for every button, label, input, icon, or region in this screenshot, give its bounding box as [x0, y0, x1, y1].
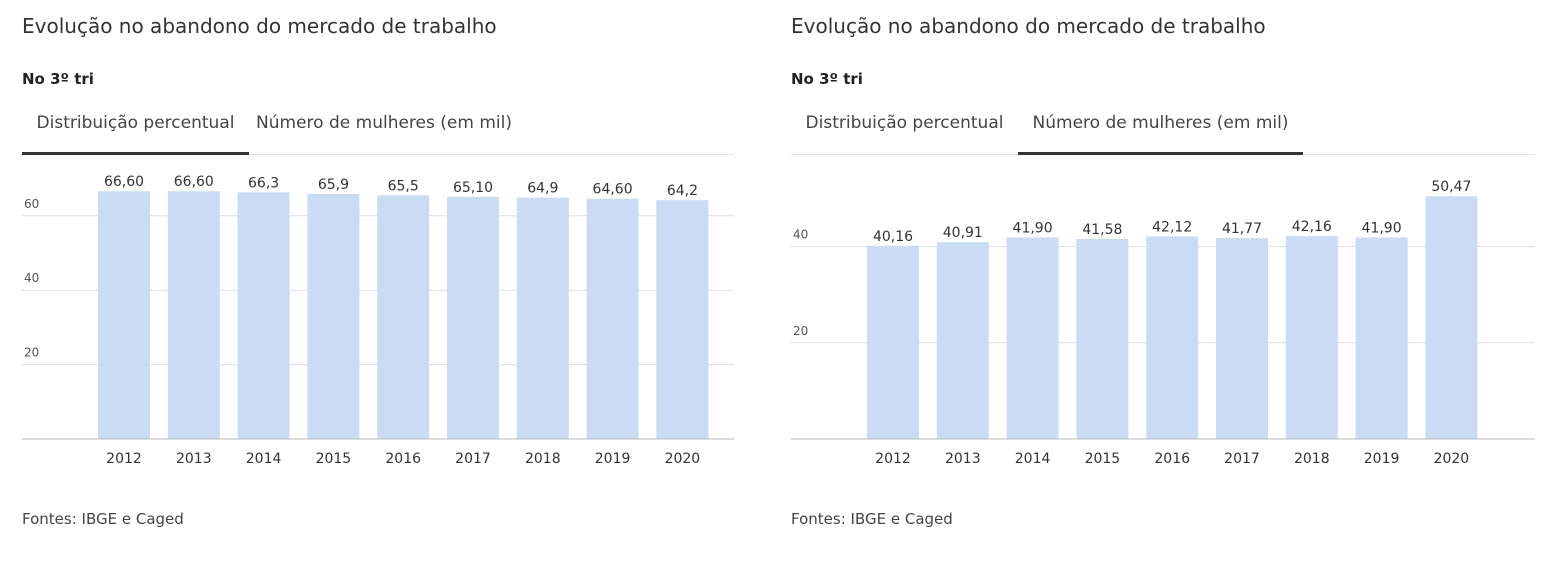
tab-bar: Distribuição percentual Número de mulher… [22, 100, 734, 155]
tab-numero-de-mulheres[interactable]: Número de mulheres (em mil) [1018, 100, 1303, 155]
chart-panel-numero-mulheres: Evolução no abandono do mercado de traba… [791, 0, 1535, 571]
bar [447, 196, 499, 439]
bar [237, 192, 290, 439]
y-tick-label: 40 [793, 228, 808, 242]
chart-subtitle: No 3º tri [791, 70, 863, 88]
x-tick-label: 2012 [875, 451, 911, 467]
source-note: Fontes: IBGE e Caged [791, 510, 953, 528]
x-tick-label: 2017 [1224, 451, 1260, 467]
x-tick-label: 2015 [1085, 451, 1121, 467]
data-label: 41,90 [1362, 220, 1402, 236]
x-tick-label: 2018 [1294, 451, 1330, 467]
bar [656, 200, 709, 439]
data-label: 65,10 [453, 180, 493, 196]
chart-title: Evolução no abandono do mercado de traba… [791, 14, 1266, 38]
tab-distribuicao-percentual[interactable]: Distribuição percentual [22, 100, 249, 155]
x-tick-label: 2017 [455, 451, 491, 467]
data-label: 42,12 [1152, 219, 1192, 235]
data-label: 64,9 [527, 181, 558, 197]
data-label: 65,9 [318, 177, 349, 193]
bar [516, 197, 569, 439]
bar [307, 193, 360, 439]
y-tick-label: 20 [24, 346, 39, 360]
data-label: 41,77 [1222, 221, 1262, 237]
tab-numero-de-mulheres[interactable]: Número de mulheres (em mil) [256, 113, 512, 133]
x-tick-label: 2020 [1434, 451, 1470, 467]
data-label: 64,2 [667, 183, 698, 199]
x-tick-label: 2013 [945, 451, 981, 467]
chart-subtitle: No 3º tri [22, 70, 94, 88]
bar [98, 191, 150, 439]
bar [1355, 237, 1408, 439]
bar [167, 191, 220, 439]
data-label: 41,58 [1082, 222, 1122, 238]
data-label: 66,60 [174, 174, 214, 190]
data-label: 65,5 [388, 178, 419, 194]
data-label: 66,3 [248, 175, 279, 191]
data-label: 40,16 [873, 229, 913, 245]
x-tick-label: 2012 [106, 451, 142, 467]
bar [1006, 237, 1059, 439]
bar [936, 242, 989, 439]
x-tick-label: 2014 [1015, 451, 1051, 467]
data-label: 64,60 [593, 182, 633, 198]
y-tick-label: 20 [793, 324, 808, 338]
tab-distribuicao-percentual[interactable]: Distribuição percentual [805, 113, 1004, 133]
bar [1216, 238, 1268, 439]
x-tick-label: 2016 [385, 451, 421, 467]
bar [867, 245, 919, 439]
bar [377, 195, 430, 439]
data-label: 66,60 [104, 174, 144, 190]
bar [1425, 196, 1478, 439]
bar [586, 198, 639, 439]
x-tick-label: 2015 [316, 451, 352, 467]
x-tick-label: 2020 [665, 451, 701, 467]
x-tick-label: 2016 [1154, 451, 1190, 467]
data-label: 41,90 [1013, 220, 1053, 236]
data-label: 40,91 [943, 225, 983, 241]
bar-chart-numero-mulheres: 20 40 40,16 2012 40,91 2013 41,90 2014 41,58 2015… [791, 179, 1535, 467]
x-tick-label: 2018 [525, 451, 561, 467]
bar-chart-percentual: 20 40 60 66,60 2012 66,60 2013 66,3 2014 65,9 2015… [22, 174, 734, 467]
bar [1076, 238, 1129, 439]
x-tick-label: 2013 [176, 451, 212, 467]
data-label: 50,47 [1431, 179, 1471, 195]
chart-panel-percentual: Evolução no abandono do mercado de traba… [22, 0, 734, 571]
x-tick-label: 2019 [595, 451, 631, 467]
source-note: Fontes: IBGE e Caged [22, 510, 184, 528]
bar [1146, 236, 1199, 439]
x-tick-label: 2019 [1364, 451, 1400, 467]
y-tick-label: 40 [24, 271, 39, 285]
tab-bar: Distribuição percentual Número de mulher… [791, 100, 1535, 155]
bar [1285, 236, 1338, 439]
data-label: 42,16 [1292, 219, 1332, 235]
x-tick-label: 2014 [246, 451, 282, 467]
chart-title: Evolução no abandono do mercado de traba… [22, 14, 497, 38]
y-tick-label: 60 [24, 197, 39, 211]
